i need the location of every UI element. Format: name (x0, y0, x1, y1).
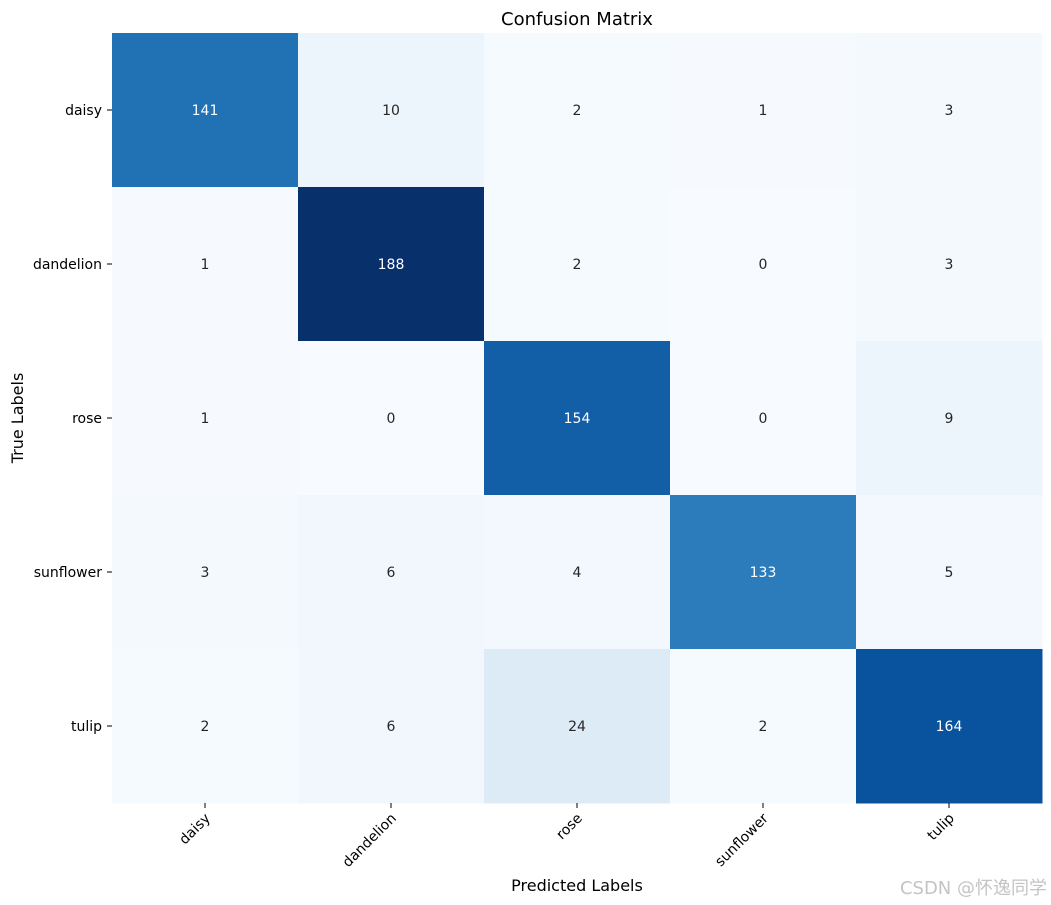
heatmap-cell-dandelion-daisy (112, 187, 299, 342)
cell-value-label: 188 (378, 257, 405, 273)
heatmap-cell-daisy-dandelion (298, 33, 485, 188)
cell-value-label: 5 (945, 565, 954, 581)
cell-value-label: 6 (387, 719, 396, 735)
heatmap-cell-tulip-dandelion (298, 649, 485, 804)
cell-value-label: 154 (564, 411, 591, 427)
heatmap-cell-rose-rose (484, 341, 671, 496)
watermark-text: CSDN @怀逸同学 (899, 878, 1047, 899)
cell-value-label: 0 (759, 257, 768, 273)
heatmap-cell-dandelion-sunflower (670, 187, 857, 342)
x-tick-label-rose: rose (553, 811, 585, 843)
y-tick-label-sunflower: sunflower (34, 565, 102, 581)
cell-value-label: 24 (568, 719, 586, 735)
y-axis-label: True Labels (8, 373, 27, 465)
heatmap-cell-dandelion-tulip (856, 187, 1043, 342)
y-tick-label-rose: rose (72, 411, 102, 427)
cell-value-label: 4 (573, 565, 582, 581)
y-tick-label-tulip: tulip (71, 719, 102, 735)
cell-value-label: 1 (201, 411, 210, 427)
heatmap-cell-daisy-tulip (856, 33, 1043, 188)
cell-value-label: 1 (759, 103, 768, 119)
cell-value-label: 3 (201, 565, 210, 581)
y-tick-label-daisy: daisy (65, 103, 102, 119)
cell-value-label: 10 (382, 103, 400, 119)
cell-value-label: 2 (573, 257, 582, 273)
heatmap-cell-rose-sunflower (670, 341, 857, 496)
x-tick-label-daisy: daisy (176, 811, 213, 848)
cell-value-label: 164 (936, 719, 963, 735)
cell-value-label: 6 (387, 565, 396, 581)
heatmap-cell-sunflower-daisy (112, 495, 299, 650)
cell-value-label: 141 (192, 103, 219, 119)
cell-value-label: 2 (573, 103, 582, 119)
y-tick-labels: daisy dandelion rose sunflower tulip (33, 103, 112, 735)
y-tick-label-dandelion: dandelion (33, 257, 102, 273)
cell-value-label: 9 (945, 411, 954, 427)
heatmap-cell-sunflower-sunflower (670, 495, 857, 650)
cell-value-label: 2 (201, 719, 210, 735)
chart-title: Confusion Matrix (501, 9, 653, 30)
heatmap-cell-tulip-rose (484, 649, 671, 804)
cell-value-label: 0 (387, 411, 396, 427)
cell-value-label: 3 (945, 257, 954, 273)
heatmap-cell-dandelion-rose (484, 187, 671, 342)
x-tick-label-dandelion: dandelion (340, 811, 400, 871)
cell-value-label: 2 (759, 719, 768, 735)
heatmap-cell-daisy-sunflower (670, 33, 857, 188)
x-tick-labels: daisy dandelion rose sunflower tulip (176, 803, 958, 871)
cell-value-label: 133 (750, 565, 777, 581)
heatmap-cell-rose-daisy (112, 341, 299, 496)
heatmap-cell-rose-tulip (856, 341, 1043, 496)
cell-value-label: 3 (945, 103, 954, 119)
heatmap-cell-daisy-daisy (112, 33, 299, 188)
heatmap-cell-sunflower-dandelion (298, 495, 485, 650)
cell-value-label: 0 (759, 411, 768, 427)
heatmap-cell-daisy-rose (484, 33, 671, 188)
heatmap-cells: 141 10 2 1 31 188 2 0 31 0 154 0 93 6 4 133 52 6 24 2 164 (112, 33, 1043, 804)
heatmap-cell-tulip-daisy (112, 649, 299, 804)
heatmap-cell-dandelion-dandelion (298, 187, 485, 342)
cell-value-label: 1 (201, 257, 210, 273)
heatmap-cell-tulip-tulip (856, 649, 1043, 804)
x-tick-label-tulip: tulip (925, 810, 958, 843)
heatmap-cell-tulip-sunflower (670, 649, 857, 804)
x-axis-label: Predicted Labels (511, 876, 643, 895)
x-tick-label-sunflower: sunflower (712, 810, 772, 870)
heatmap-cell-sunflower-tulip (856, 495, 1043, 650)
heatmap-cell-rose-dandelion (298, 341, 485, 496)
heatmap-cell-sunflower-rose (484, 495, 671, 650)
